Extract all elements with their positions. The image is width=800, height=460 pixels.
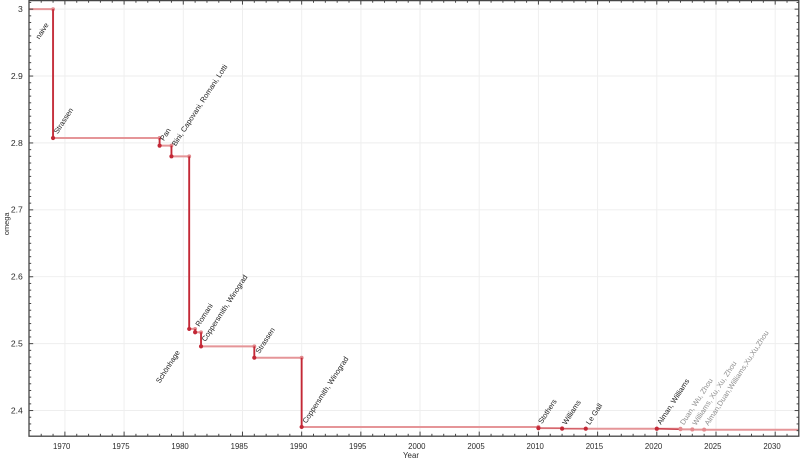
svg-text:1975: 1975	[112, 442, 130, 451]
svg-text:2.5: 2.5	[11, 338, 23, 348]
svg-text:2.6: 2.6	[11, 272, 23, 282]
svg-text:1980: 1980	[171, 442, 189, 451]
svg-text:2.7: 2.7	[11, 205, 23, 215]
svg-text:Year: Year	[403, 451, 419, 460]
svg-text:2010: 2010	[527, 442, 545, 451]
svg-text:omega: omega	[2, 212, 11, 235]
svg-text:2000: 2000	[408, 442, 426, 451]
svg-text:3: 3	[18, 4, 23, 14]
svg-text:2.4: 2.4	[11, 405, 23, 415]
svg-text:1970: 1970	[53, 442, 71, 451]
svg-text:2020: 2020	[645, 442, 663, 451]
svg-text:1985: 1985	[231, 442, 249, 451]
svg-text:2.9: 2.9	[11, 71, 23, 81]
svg-text:2.8: 2.8	[11, 138, 23, 148]
svg-text:1990: 1990	[290, 442, 308, 451]
svg-text:2030: 2030	[763, 442, 781, 451]
svg-text:2005: 2005	[467, 442, 485, 451]
svg-text:2025: 2025	[704, 442, 722, 451]
svg-text:2015: 2015	[586, 442, 604, 451]
svg-text:1995: 1995	[349, 442, 367, 451]
